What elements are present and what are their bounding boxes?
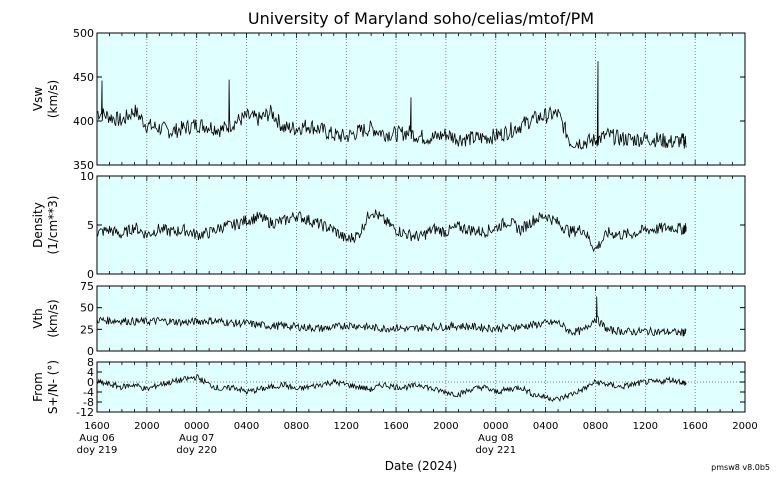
panel-1: 350 400 450 500 Vsw (km/s) <box>31 27 746 172</box>
panel-2: 0 5 10 Density (1/cm**3) <box>31 170 746 281</box>
panel-background <box>97 176 745 274</box>
y-tick-label: 0 <box>87 268 94 281</box>
x-tick-label: 0400 <box>533 421 558 432</box>
x-tick-label: 0000 <box>184 421 209 432</box>
y-tick-label: 4 <box>87 366 94 379</box>
y-tick-label: 50 <box>80 302 94 315</box>
y-axis-label: From <box>31 372 45 402</box>
x-date-label: Aug 07 <box>179 433 214 444</box>
y-tick-label: 0 <box>87 345 94 358</box>
y-tick-label: 500 <box>73 27 94 40</box>
x-axis-label: Date (2024) <box>385 459 457 473</box>
x-doy-label: doy 219 <box>77 445 118 456</box>
version-label: pmsw8 v8.0b5 <box>711 463 770 472</box>
x-date-label: Aug 06 <box>79 433 114 444</box>
data-line <box>96 209 687 253</box>
x-doy-label: doy 221 <box>475 445 516 456</box>
y-tick-label: 400 <box>73 115 94 128</box>
y-tick-label: 75 <box>80 280 94 293</box>
x-tick-label: 0800 <box>583 421 608 432</box>
y-tick-label: 450 <box>73 71 94 84</box>
y-axis-label: (km/s) <box>46 299 60 337</box>
x-tick-label: 1600 <box>682 421 707 432</box>
x-tick-label: 1200 <box>633 421 658 432</box>
y-axis-label: Density <box>31 202 45 248</box>
x-tick-label: 1600 <box>383 421 408 432</box>
x-tick-label: 1200 <box>334 421 359 432</box>
chart-title: University of Maryland soho/celias/mtof/… <box>248 9 594 28</box>
x-tick-label: 0800 <box>284 421 309 432</box>
x-tick-label: 2000 <box>134 421 159 432</box>
x-tick-label: 0000 <box>483 421 508 432</box>
y-axis-label: S+/N- (°) <box>46 360 60 414</box>
y-tick-label: -12 <box>76 406 94 419</box>
y-tick-label: 350 <box>73 159 94 172</box>
panel-background <box>97 362 745 412</box>
x-tick-label: 2000 <box>732 421 757 432</box>
panel-3: 0 25 50 75 Vth (km/s) <box>31 280 746 358</box>
y-tick-label: 0 <box>87 376 94 389</box>
x-doy-label: doy 220 <box>176 445 217 456</box>
y-tick-label: 8 <box>87 356 94 369</box>
data-line <box>96 61 687 150</box>
panel-background <box>97 286 745 351</box>
panel-background <box>97 33 745 165</box>
y-axis-label: Vsw <box>31 87 45 111</box>
x-date-label: Aug 08 <box>478 433 513 444</box>
y-axis-label: Vth <box>31 308 45 329</box>
y-tick-label: 5 <box>87 219 94 232</box>
y-tick-label: 10 <box>80 170 94 183</box>
x-tick-label: 0400 <box>234 421 259 432</box>
y-tick-label: 25 <box>80 323 94 336</box>
y-axis-label: (1/cm**3) <box>46 196 60 255</box>
y-tick-label: -4 <box>83 386 94 399</box>
y-axis-label: (km/s) <box>46 80 60 118</box>
x-tick-label: 2000 <box>433 421 458 432</box>
data-line <box>96 374 687 403</box>
y-tick-label: -8 <box>83 396 94 409</box>
data-line <box>96 296 687 337</box>
x-tick-label: 1600 <box>84 421 109 432</box>
